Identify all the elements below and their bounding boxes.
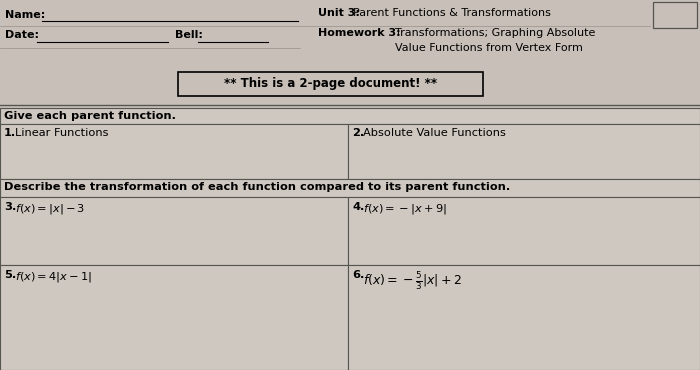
Bar	[348, 197, 700, 265]
Text: 3.: 3.	[4, 202, 16, 212]
Text: $\it{f}(x)=4|x-1|$: $\it{f}(x)=4|x-1|$	[15, 270, 92, 284]
Text: $\it{f}(x)=-\frac{5}{3}|x|+2$: $\it{f}(x)=-\frac{5}{3}|x|+2$	[363, 270, 462, 292]
Text: Date:: Date:	[5, 30, 39, 40]
Bar	[0, 179, 700, 197]
Bar	[653, 2, 697, 28]
Bar	[0, 197, 348, 265]
Text: Transformations; Graphing Absolute: Transformations; Graphing Absolute	[395, 28, 596, 38]
Text: Homework 3:: Homework 3:	[318, 28, 400, 38]
Text: Absolute Value Functions: Absolute Value Functions	[363, 128, 506, 138]
Text: Name:: Name:	[5, 10, 46, 20]
Text: Describe the transformation of each function compared to its parent function.: Describe the transformation of each func…	[4, 182, 510, 192]
Bar	[0, 265, 348, 370]
Text: 2.: 2.	[352, 128, 364, 138]
Text: 1.: 1.	[4, 128, 16, 138]
Text: $\it{f}(x)=-|x+9|$: $\it{f}(x)=-|x+9|$	[363, 202, 447, 216]
Text: $\it{f}(x)=|x|-3$: $\it{f}(x)=|x|-3$	[15, 202, 85, 216]
Text: Parent Functions & Transformations: Parent Functions & Transformations	[353, 8, 551, 18]
Text: 4.: 4.	[352, 202, 365, 212]
Text: Give each parent function.: Give each parent function.	[4, 111, 176, 121]
Bar	[0, 124, 348, 179]
Text: Linear Functions: Linear Functions	[15, 128, 109, 138]
Bar	[348, 124, 700, 179]
Text: ** This is a 2-page document! **: ** This is a 2-page document! **	[224, 77, 437, 91]
Text: 6.: 6.	[352, 270, 365, 280]
Text: 5.: 5.	[4, 270, 16, 280]
Text: Unit 3:: Unit 3:	[318, 8, 360, 18]
Bar	[178, 72, 483, 96]
Text: Bell:: Bell:	[175, 30, 203, 40]
Text: Value Functions from Vertex Form: Value Functions from Vertex Form	[395, 43, 583, 53]
Bar	[348, 265, 700, 370]
Bar	[0, 108, 700, 124]
